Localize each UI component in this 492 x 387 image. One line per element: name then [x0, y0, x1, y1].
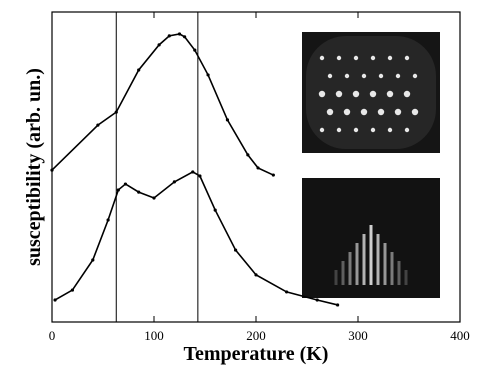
data-point: [50, 168, 54, 172]
diffraction-spot: [352, 90, 360, 98]
diffraction-spot: [336, 127, 342, 133]
data-point: [271, 173, 275, 177]
data-point: [336, 303, 340, 307]
diffraction-streak: [390, 252, 394, 285]
diffraction-spot: [327, 73, 333, 79]
diffraction-spot: [412, 73, 418, 79]
diffraction-spot: [326, 108, 334, 116]
y-axis-title: susceptibility (arb. un.): [23, 68, 45, 266]
diffraction-streak: [383, 243, 387, 285]
data-point: [315, 298, 319, 302]
x-axis-title: Temperature (K): [184, 343, 329, 365]
data-point: [206, 73, 210, 77]
diffraction-spot: [411, 108, 419, 116]
data-line: [54, 171, 338, 306]
data-point: [116, 188, 120, 192]
data-point: [137, 68, 141, 72]
data-point: [256, 166, 260, 170]
diffraction-spot: [404, 55, 410, 61]
data-point: [106, 218, 110, 222]
data-line: [51, 33, 274, 176]
x-tick-label: 400: [450, 328, 470, 343]
data-point: [183, 35, 187, 39]
diffraction-spot: [319, 55, 325, 61]
data-point: [172, 180, 176, 184]
diffraction-spot: [370, 55, 376, 61]
data-point: [123, 182, 128, 186]
diffraction-spot: [344, 73, 350, 79]
diffraction-spot: [403, 90, 411, 98]
diffraction-spot: [387, 127, 393, 133]
data-point: [285, 290, 289, 294]
diffraction-streak: [362, 234, 366, 285]
diffraction-streak: [341, 261, 345, 285]
data-point: [225, 118, 230, 122]
data-point: [246, 153, 250, 157]
diffraction-streak: [348, 252, 352, 285]
data-point: [157, 43, 161, 47]
data-point: [167, 34, 171, 38]
x-tick-label: 300: [348, 328, 368, 343]
data-point: [193, 48, 197, 52]
diffraction-spot: [353, 127, 359, 133]
data-point: [254, 273, 258, 277]
diffraction-spot: [377, 108, 385, 116]
diffraction-streak: [355, 243, 359, 285]
data-point: [198, 174, 202, 178]
diffraction-spot: [335, 90, 343, 98]
data-point: [177, 32, 182, 36]
diffraction-spot: [387, 55, 393, 61]
data-point: [137, 190, 141, 194]
diffraction-spot: [378, 73, 384, 79]
data-point: [152, 196, 156, 200]
diffraction-spot: [360, 108, 368, 116]
inset-image-top: [302, 32, 440, 153]
data-point: [191, 170, 195, 174]
diffraction-streak: [397, 261, 401, 285]
inset-image-bottom: [302, 178, 440, 298]
diffraction-spot: [353, 55, 359, 61]
diffraction-streak: [376, 234, 380, 285]
data-point: [114, 110, 118, 114]
diffraction-spot: [336, 55, 342, 61]
diffraction-streak: [334, 270, 338, 285]
diffraction-spot: [369, 90, 377, 98]
data-point: [91, 258, 95, 262]
data-point: [53, 298, 57, 302]
x-tick-label: 100: [144, 328, 164, 343]
diffraction-spot: [318, 90, 326, 98]
diffraction-spot: [404, 127, 410, 133]
diffraction-spot: [361, 73, 367, 79]
diffraction-streak: [404, 270, 408, 285]
data-point: [213, 208, 217, 212]
diffraction-spot: [343, 108, 351, 116]
diffraction-spot: [386, 90, 394, 98]
diffraction-spot: [319, 127, 325, 133]
diffraction-spot: [394, 108, 402, 116]
data-point: [234, 248, 238, 252]
x-tick-label: 0: [49, 328, 56, 343]
diffraction-spot: [370, 127, 376, 133]
diffraction-streak: [369, 225, 373, 285]
data-point: [96, 123, 100, 127]
diffraction-spot: [395, 73, 401, 79]
x-tick-label: 200: [246, 328, 266, 343]
data-point: [70, 288, 74, 292]
